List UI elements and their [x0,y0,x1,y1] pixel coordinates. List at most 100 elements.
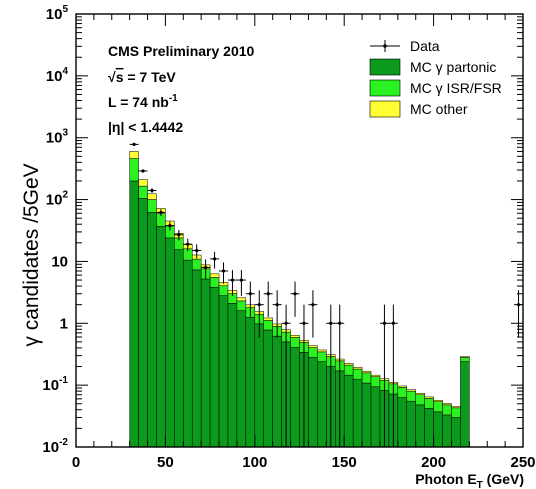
data-point-0 [129,142,139,146]
bar-mc-isr-fsr-32 [415,394,425,406]
data-point-15 [263,281,273,317]
data-point-10 [219,262,228,284]
annotation-experiment: CMS Preliminary 2010 [108,43,255,59]
bar-mc-partonic-9 [209,287,220,448]
bar-mc-partonic-25 [352,378,363,448]
bar-mc-isr-fsr-0 [129,158,139,182]
bar-mc-other-18 [290,335,300,338]
bar-mc-partonic-32 [415,404,425,448]
bar-mc-other-9 [209,273,220,278]
bar-mc-other-30 [397,385,408,388]
x-tick-labels: 0 50 100 150 200 250 [72,454,536,471]
legend-entry-1: MC γ partonic [369,58,496,76]
bar-mc-partonic-16 [272,335,282,448]
bar-mc-isr-fsr-7 [191,258,202,271]
data-marker-14 [257,303,261,307]
bar-mc-other-26 [361,370,372,374]
bar-mc-other-31 [406,389,416,392]
bar-mc-isr-fsr-9 [209,277,220,288]
data-marker-20 [311,303,315,307]
bar-mc-isr-fsr-20 [308,347,318,358]
data-point-7 [192,244,202,259]
bar-mc-partonic-21 [317,361,327,448]
data-point-12 [236,270,246,296]
data-marker-17 [284,321,288,325]
bar-mc-other-0 [129,151,139,159]
x-axis-label: Photon ET (GeV) [415,471,524,489]
data-points [129,142,523,447]
legend-data-marker [383,44,387,48]
data-marker-10 [221,269,226,273]
legend: Data MC γ partonic MC γ ISR/FSR MC other [369,38,502,118]
data-point-21 [326,304,336,447]
bar-mc-other-27 [370,374,381,377]
bar-mc-partonic-11 [227,303,238,448]
y-tick-label-3: 10 [51,253,68,270]
bar-mc-partonic-14 [254,323,264,448]
bar-mc-isr-fsr-18 [290,337,300,348]
y-tick-label-5: 103 [46,128,69,147]
bar-mc-isr-fsr-26 [361,372,372,384]
data-marker-22 [338,321,342,325]
data-marker-21 [329,321,333,325]
bar-mc-partonic-26 [361,382,372,448]
data-point-19 [299,304,309,447]
data-point-22 [335,304,345,447]
y-tick-labels: 10-2 10-1 1 10 102 103 104 105 [42,4,68,456]
y-tick-label-2: 1 [60,315,68,332]
data-point-11 [227,270,237,296]
bar-mc-partonic-12 [236,310,247,448]
data-marker-9 [212,257,217,261]
data-marker-19 [302,321,306,325]
bar-mc-partonic-13 [245,317,256,448]
legend-label-2: MC γ ISR/FSR [410,80,502,96]
bar-mc-partonic-37 [460,361,470,448]
bar-mc-partonic-20 [308,357,318,448]
x-tick-label-200: 200 [421,454,446,471]
bar-mc-other-2 [147,193,157,200]
data-point-18 [290,281,300,317]
bar-mc-partonic-27 [370,386,381,448]
bar-mc-partonic-36 [451,417,461,448]
legend-swatch-3 [369,100,401,118]
bar-mc-partonic-15 [263,329,273,448]
data-point-20 [308,290,318,338]
bar-mc-isr-fsr-12 [236,300,247,311]
bar-mc-isr-fsr-15 [263,320,273,331]
stacked-histogram [129,151,470,448]
bar-mc-other-24 [343,363,354,366]
data-point-4 [165,221,175,231]
legend-entry-3: MC other [369,100,468,118]
y-tick-label-4: 102 [46,190,69,209]
data-marker-1 [141,169,145,173]
bar-mc-other-12 [236,297,247,302]
data-point-17 [281,304,291,447]
bar-mc-isr-fsr-33 [424,398,434,409]
x-tick-label-100: 100 [242,454,267,471]
data-marker-0 [132,142,136,146]
bar-mc-partonic-8 [200,278,211,448]
data-point-16 [272,290,282,338]
bar-mc-partonic-35 [442,414,452,448]
legend-label-1: MC γ partonic [410,59,496,75]
x-tick-label-50: 50 [157,454,174,471]
data-point-25 [514,290,523,338]
bar-mc-partonic-7 [191,269,202,448]
bar-mc-other-34 [433,399,443,402]
data-point-23 [379,304,389,447]
bar-mc-other-1 [138,179,148,187]
x-tick-label-0: 0 [72,454,80,471]
legend-entry-2: MC γ ISR/FSR [369,79,502,97]
data-marker-24 [391,321,395,325]
bar-mc-partonic-6 [183,259,193,448]
bar-mc-isr-fsr-36 [451,407,461,418]
data-marker-5 [177,233,181,237]
data-point-24 [388,304,398,447]
data-point-13 [245,281,255,317]
data-point-3 [156,209,166,217]
bar-mc-other-32 [415,392,425,395]
bar-mc-partonic-31 [406,400,416,448]
bar-mc-partonic-3 [156,226,166,448]
